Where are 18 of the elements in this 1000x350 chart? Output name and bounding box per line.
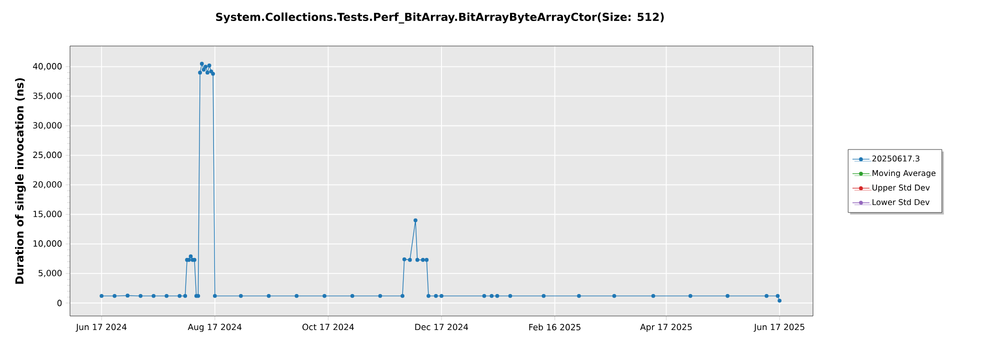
- x-tick-label: Aug 17 2024: [188, 324, 242, 332]
- y-axis-title: Duration of single invocation (ns): [15, 78, 26, 284]
- y-tick-label: 15,000: [34, 210, 62, 218]
- x-tick-label: Jun 17 2024: [76, 324, 127, 332]
- x-tick-label: Apr 17 2025: [640, 324, 692, 332]
- x-tick-label: Jun 17 2025: [754, 324, 804, 332]
- x-tick-label: Oct 17 2024: [302, 324, 354, 330]
- y-tick-label: 0: [57, 300, 62, 306]
- y-tick-label: 20,000: [33, 181, 62, 188]
- y-tick-label: 25,000: [33, 152, 62, 159]
- x-tick-label: Dec 17 2024: [415, 324, 468, 330]
- y-tick-label: 10,000: [34, 240, 62, 248]
- x-tick-label: Feb 16 2025: [529, 324, 580, 330]
- y-tick-label: 30,000: [33, 122, 62, 130]
- y-tick-label: 40,000: [33, 63, 62, 70]
- chart-title: System.Collections.Tests.Perf_BitArray.BitArrayByteArrayCtor(Size: 512): [216, 12, 664, 24]
- y-tick-label: 5,000: [38, 270, 62, 278]
- y-tick-label: 35,000: [33, 92, 62, 100]
